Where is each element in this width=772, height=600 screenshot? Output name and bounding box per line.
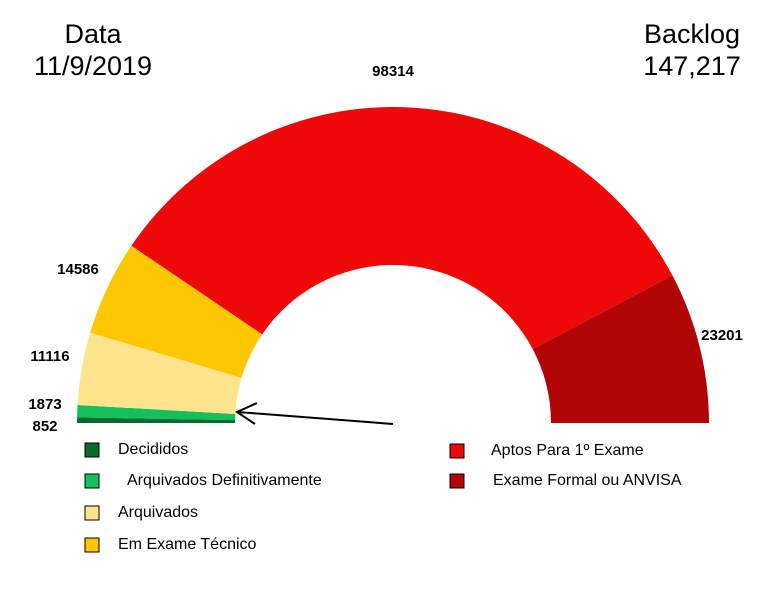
legend-swatch (85, 474, 99, 488)
arrow-line (237, 412, 393, 424)
value-label: 1873 (28, 396, 61, 413)
segments (77, 107, 709, 423)
legend-swatch (450, 474, 464, 488)
value-label: 98314 (372, 63, 414, 80)
legend-label: Arquivados Definitivamente (127, 472, 322, 489)
legend-swatch (85, 506, 99, 520)
legend-label: Aptos Para 1º Exame (491, 442, 644, 459)
legend-swatch (85, 538, 99, 552)
legend-swatch (450, 444, 464, 458)
date: 11/9/2019 (34, 51, 152, 81)
date-label: Data (64, 19, 122, 49)
legend-swatch (85, 443, 99, 457)
legend-label: Arquivados (118, 504, 198, 521)
value-label: 11116 (30, 348, 69, 365)
legend-label: Em Exame Técnico (118, 536, 257, 553)
value-label: 23201 (701, 327, 743, 344)
value-label: 14586 (57, 261, 99, 278)
arrow (237, 403, 393, 424)
legend-label: Exame Formal ou ANVISA (493, 472, 682, 489)
backlog: 147,217 (643, 51, 741, 81)
legend-label: Decididos (118, 441, 188, 458)
backlog-label: Backlog (644, 19, 740, 49)
value-label: 852 (32, 418, 57, 435)
